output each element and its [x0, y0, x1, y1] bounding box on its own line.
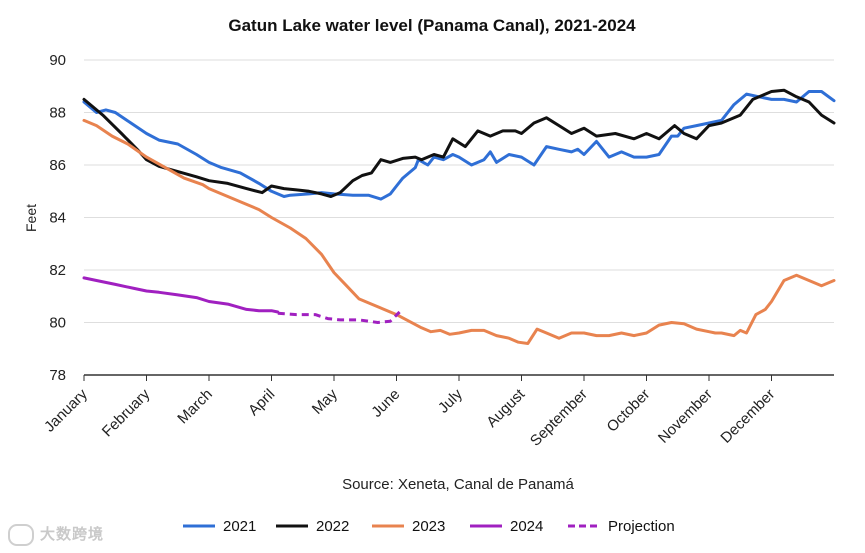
y-tick-label: 84 — [49, 210, 66, 227]
y-tick-label: 88 — [49, 105, 66, 122]
watermark-logo-icon — [8, 524, 34, 547]
legend-label-2022: 2022 — [316, 518, 349, 535]
x-tick-label: December — [717, 386, 778, 447]
x-tick-label: April — [245, 386, 278, 419]
series-line-2022 — [82, 88, 836, 198]
chart-title: Gatun Lake water level (Panama Canal), 2… — [228, 16, 636, 35]
legend-label-2024: 2024 — [510, 518, 543, 535]
series-line-projection — [277, 310, 401, 324]
legend: 2021 2022 2023 2024 Projection — [183, 518, 675, 535]
y-tick-label: 78 — [49, 367, 66, 384]
legend-label-2023: 2023 — [412, 518, 445, 535]
x-tick-label: July — [435, 385, 466, 416]
source-note: Source: Xeneta, Canal de Panamá — [342, 476, 574, 493]
legend-label-projection: Projection — [608, 518, 675, 535]
x-axis — [83, 374, 834, 381]
x-tick-label: February — [99, 385, 154, 440]
x-tick-label: August — [483, 385, 529, 431]
series-line-2021 — [82, 90, 836, 201]
x-tick-label: March — [174, 386, 215, 427]
x-tick-label: May — [309, 385, 341, 417]
y-tick-label: 80 — [49, 315, 66, 332]
y-tick-label: 90 — [49, 52, 66, 69]
grid-lines — [84, 59, 834, 376]
y-axis-ticks: 78 80 82 84 86 88 90 — [49, 52, 66, 384]
y-tick-label: 82 — [49, 262, 66, 279]
x-tick-label: October — [604, 386, 654, 436]
watermark-text: 大数跨境 — [40, 526, 105, 543]
watermark: 大数跨境 — [8, 523, 105, 547]
x-tick-label: November — [655, 386, 716, 447]
x-tick-label: June — [368, 386, 403, 421]
x-tick-label: September — [527, 386, 591, 450]
y-tick-label: 86 — [49, 157, 66, 174]
series-lines — [82, 88, 836, 345]
x-tick-label: January — [41, 385, 91, 435]
legend-label-2021: 2021 — [223, 518, 256, 535]
series-line-2023 — [82, 118, 836, 345]
series-line-2024 — [82, 276, 280, 314]
x-axis-ticks: January February March April May June July Augu… — [41, 385, 778, 449]
y-axis-label: Feet — [23, 204, 39, 232]
